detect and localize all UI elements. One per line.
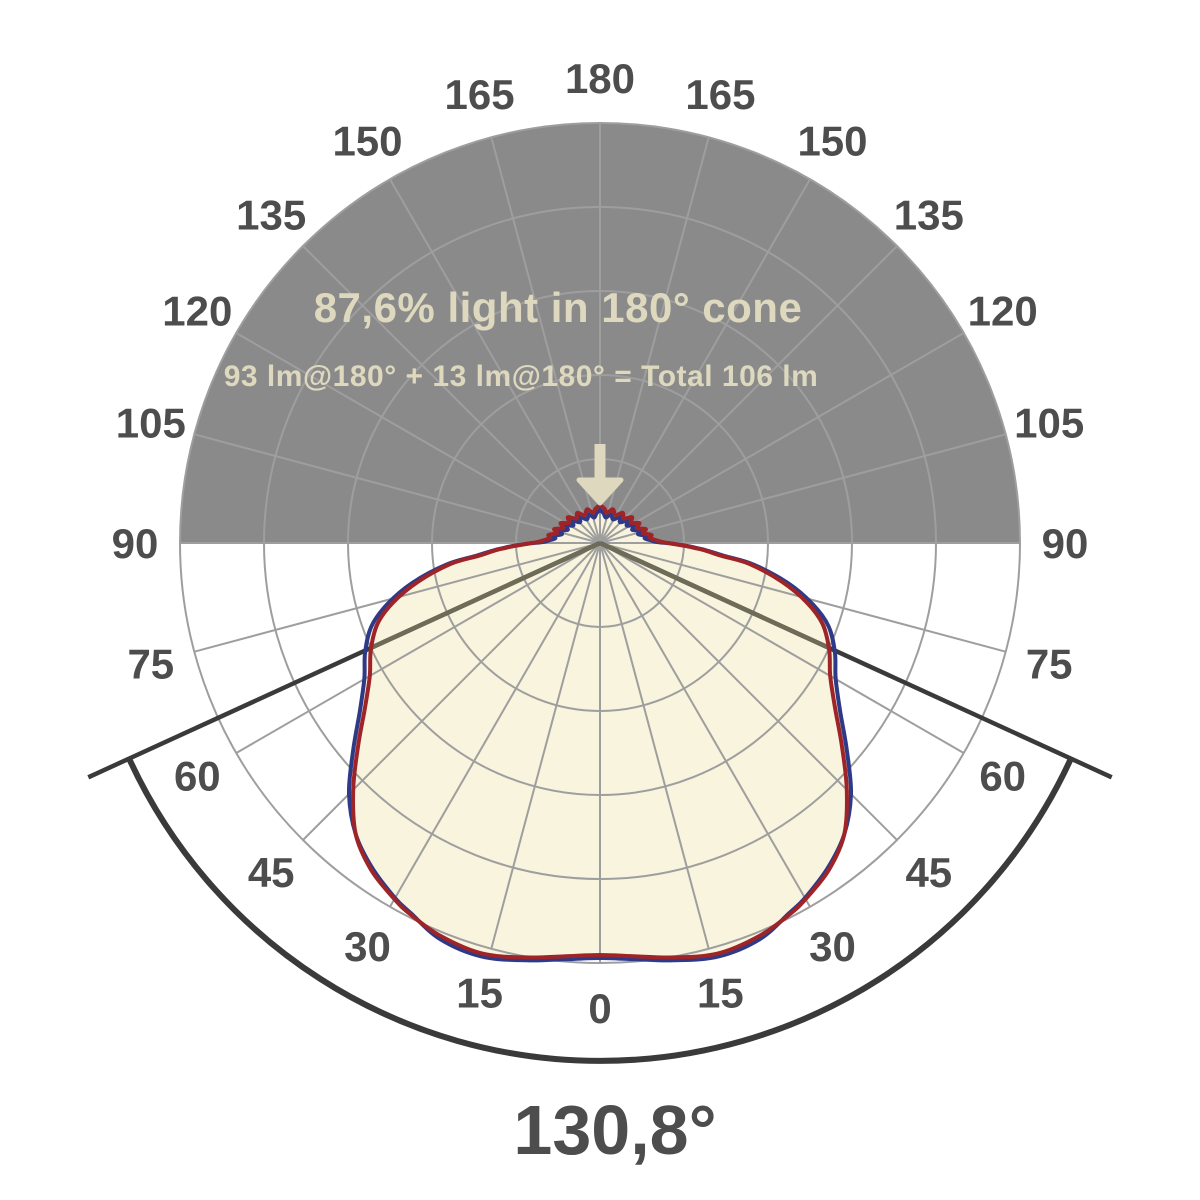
beam-line-inner [599,540,831,650]
grid-radial [302,245,601,544]
angle-label-75-right: 75 [1026,641,1073,688]
angle-label-165-left: 165 [445,71,515,118]
angle-label-60-left: 60 [174,753,221,800]
cone-percentage-label: 87,6% light in 180° cone [313,284,803,331]
angle-label-15-right: 15 [697,969,744,1016]
angle-label-105-left: 105 [116,400,186,447]
angle-label-150-left: 150 [332,117,402,164]
beam-arc [126,757,1074,1064]
angle-tick-labels: 0 15 15 30 30 45 45 60 60 75 75 90 90 105 105 120 120 135… [112,55,1089,1032]
beam-angle-value: 130,8° [513,1091,717,1169]
grid-radial [235,332,601,544]
angle-label-135-right: 135 [894,191,964,238]
angle-label-30-left: 30 [344,923,391,970]
angle-label-165-right: 165 [685,71,755,118]
angle-label-90-right: 90 [1042,520,1089,567]
curve-C0-C180 [351,503,849,960]
angle-label-0-bottom: 0 [588,985,611,1032]
angle-label-120-right: 120 [968,288,1038,335]
angle-label-45-left: 45 [248,849,295,896]
grid-radial [599,137,710,544]
lumen-summary-label: 93 lm@180° + 13 lm@180° = Total 106 lm [223,360,819,393]
angle-label-30-right: 30 [809,923,856,970]
grid-radial [599,245,898,544]
angle-label-45-right: 45 [905,849,952,896]
grid-radial [599,542,965,754]
angle-label-135-left: 135 [236,191,306,238]
arrow-head [576,477,624,506]
angle-label-180-top: 180 [565,55,635,102]
grid-radial [490,542,601,949]
angle-label-105-right: 105 [1014,400,1084,447]
grid-radial [599,332,965,544]
angle-label-120-left: 120 [162,288,232,335]
grid-radial [235,542,601,754]
arrow-stem [594,444,606,482]
angle-label-75-left: 75 [127,641,174,688]
nadir-arrow-icon [576,444,624,506]
angle-label-60-right: 60 [979,753,1026,800]
grid-radial [599,433,1006,544]
grid-radial [599,542,811,908]
polar-grid [179,122,1021,964]
angle-label-90-left: 90 [112,520,159,567]
grid-radial [599,542,710,949]
grid-radial [490,137,601,544]
beam-angle-lines [87,540,1113,780]
grid-radial [389,542,601,908]
angle-label-15-left: 15 [456,969,503,1016]
grid-radial [194,433,601,544]
grid-radial [599,178,811,544]
beam-line-inner [369,540,601,650]
grid-radial [389,178,601,544]
angle-label-150-right: 150 [797,117,867,164]
